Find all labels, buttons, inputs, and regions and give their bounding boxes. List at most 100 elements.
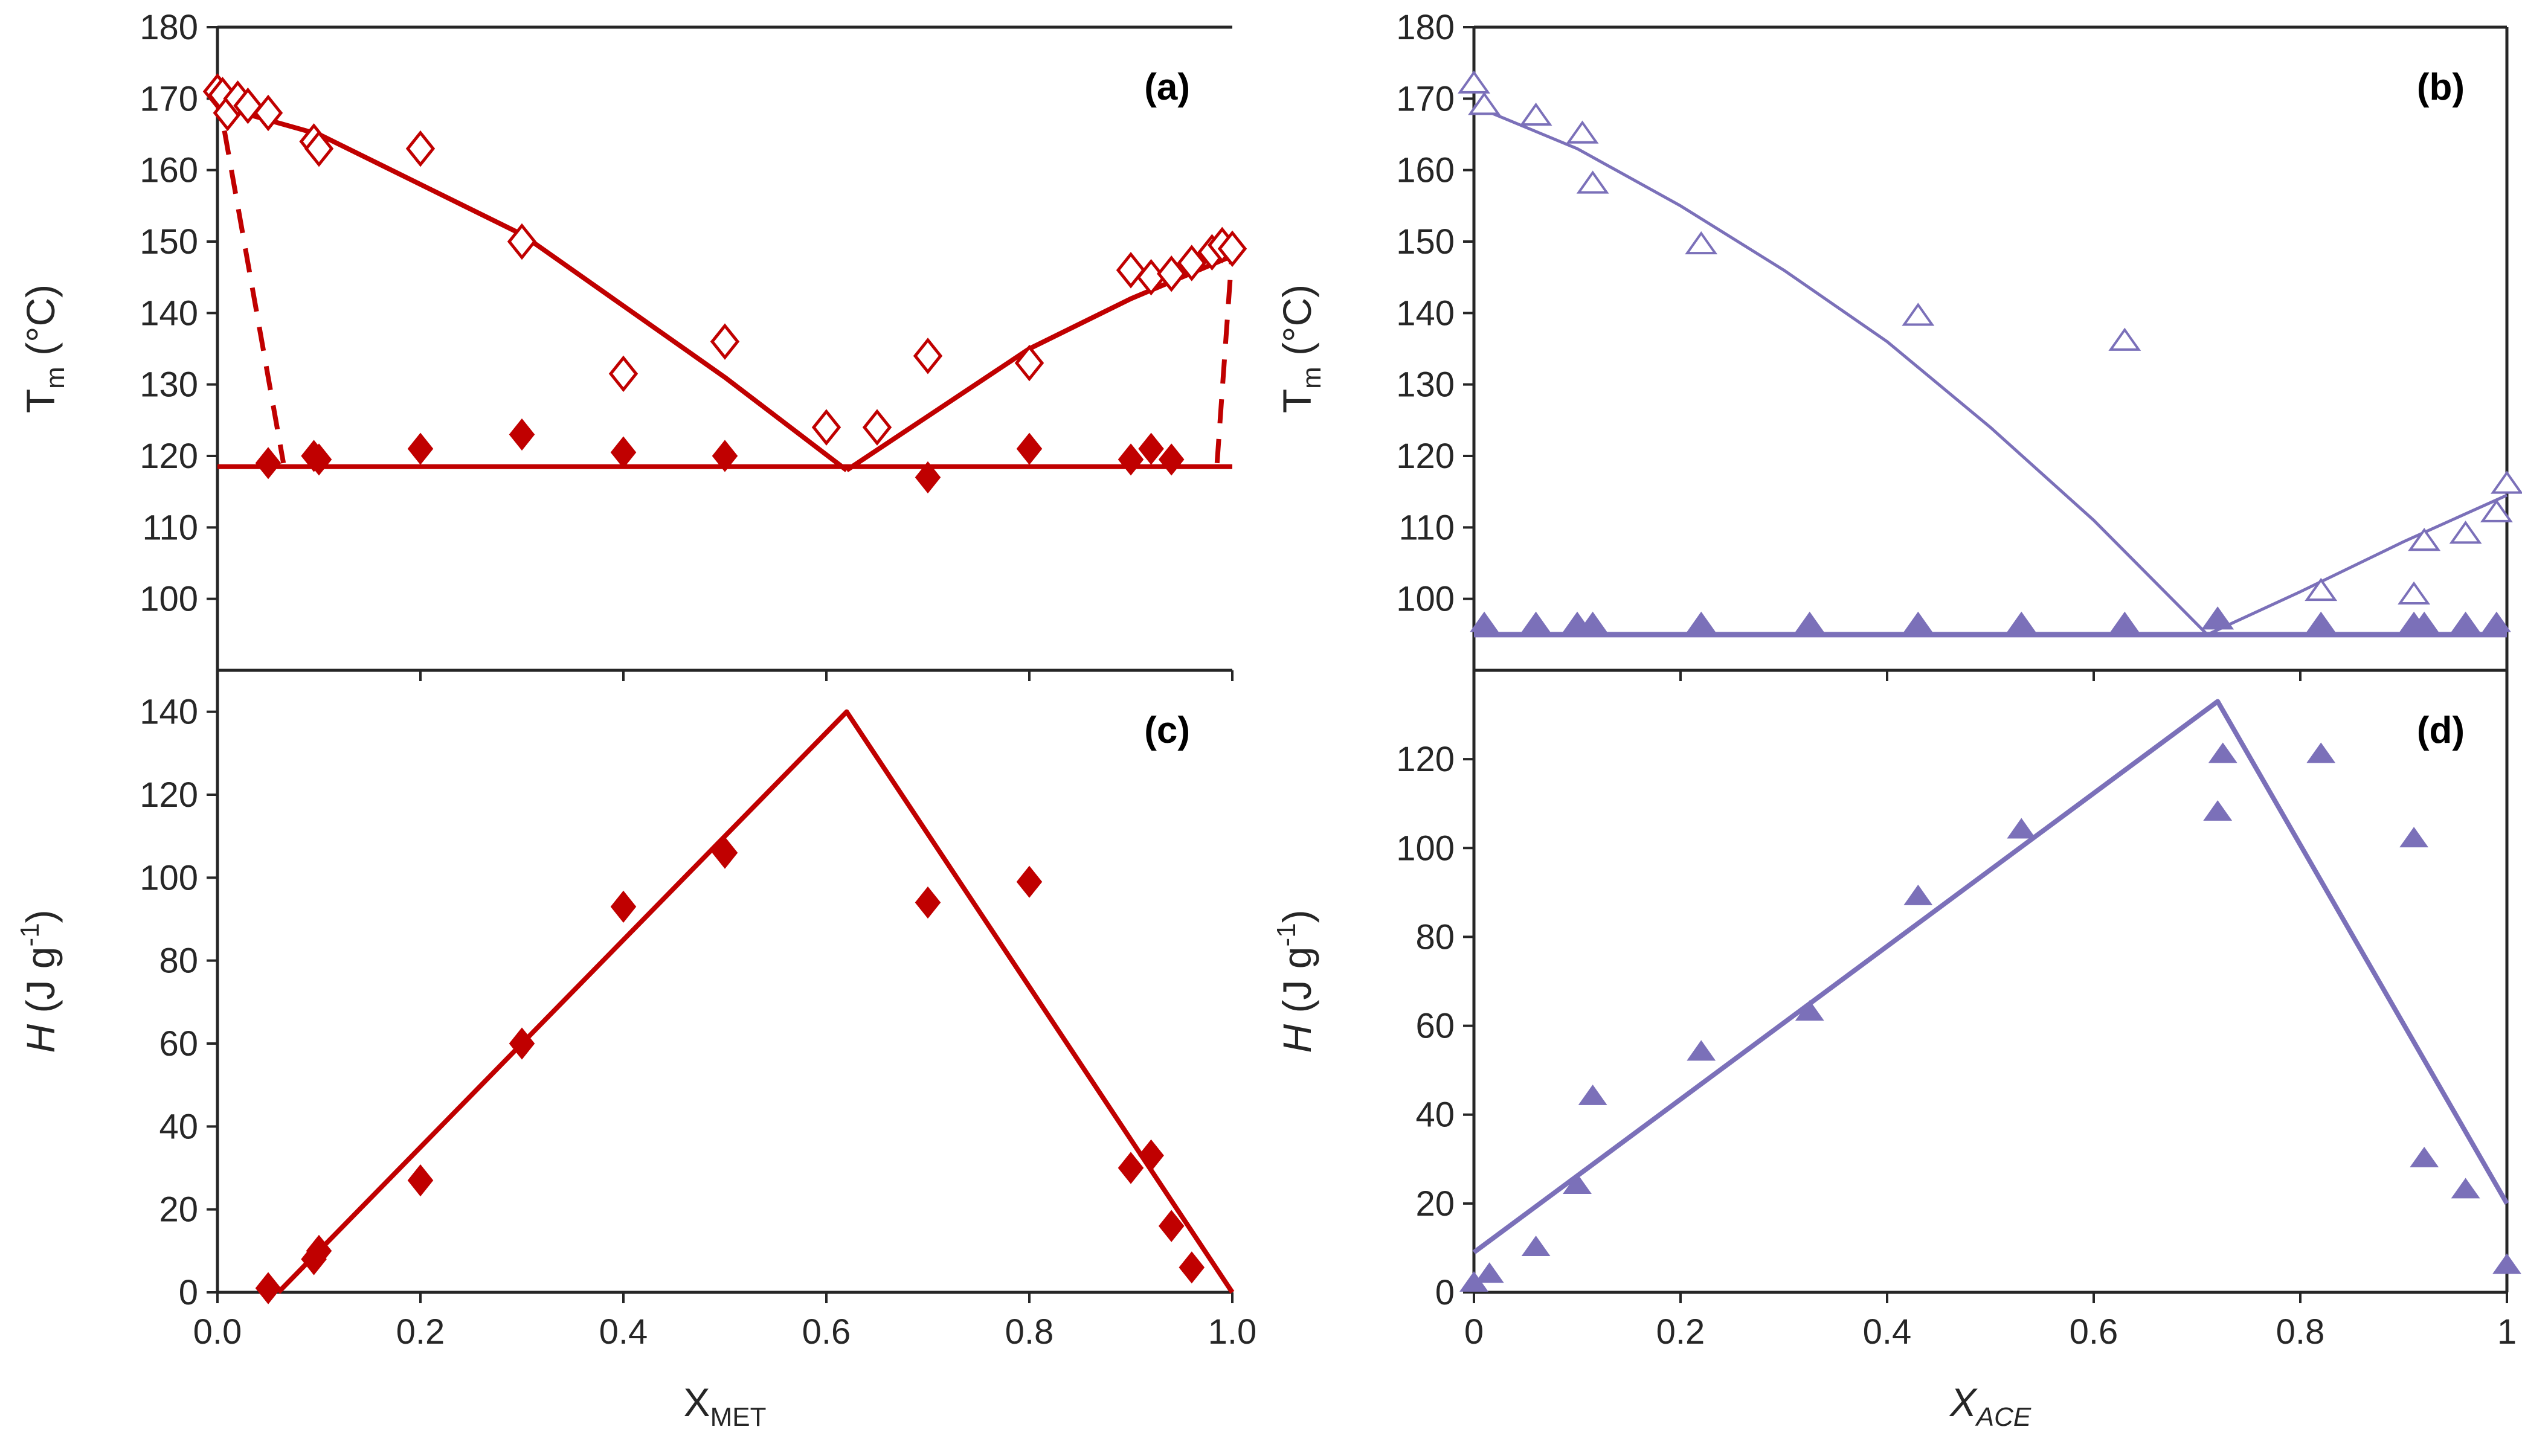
x-axis-title-main: X xyxy=(684,1380,710,1425)
data-point xyxy=(712,836,738,869)
y-tick-label: 160 xyxy=(140,151,198,190)
data-point xyxy=(1903,884,1933,905)
data-point xyxy=(1158,443,1185,476)
y-tick-label: 60 xyxy=(1415,1007,1455,1046)
y-tick-label: 120 xyxy=(140,437,198,476)
data-point xyxy=(253,94,283,132)
y-tick-label: 120 xyxy=(1396,740,1455,779)
y-axis-title-sub: m xyxy=(1297,367,1327,389)
data-point xyxy=(2007,818,2036,839)
data-point xyxy=(1179,1251,1205,1284)
x-tick-label: 1.0 xyxy=(1208,1312,1257,1352)
data-point xyxy=(1578,1084,1607,1105)
data-point xyxy=(811,409,841,446)
fit-line xyxy=(216,103,849,472)
data-point xyxy=(1685,231,1718,255)
x-tick-label: 0.6 xyxy=(802,1312,851,1352)
data-point xyxy=(304,130,334,167)
data-point xyxy=(1458,70,1490,94)
y-axis-title-rest: (°C) xyxy=(18,284,63,367)
y-axis-title: Tm (°C) xyxy=(1275,284,1327,413)
data-point xyxy=(509,1027,535,1060)
x-tick-label: 0.2 xyxy=(1656,1312,1705,1352)
x-tick-label: 0.4 xyxy=(1863,1312,1912,1352)
y-axis-title-main: H xyxy=(18,1024,63,1053)
x-tick-label: 0.8 xyxy=(1005,1312,1054,1352)
dashed-boundary-line xyxy=(1214,248,1235,464)
data-point xyxy=(255,1272,281,1304)
data-point xyxy=(1138,432,1164,465)
data-point xyxy=(2410,1146,2439,1167)
y-axis-title-sub: m xyxy=(40,367,70,389)
y-tick-label: 0 xyxy=(1435,1273,1455,1312)
data-point xyxy=(1014,344,1044,382)
data-point xyxy=(2451,1178,2480,1199)
data-point xyxy=(1475,1262,1504,1283)
y-tick-label: 120 xyxy=(1396,437,1455,476)
data-point xyxy=(2203,800,2233,821)
y-tick-label: 80 xyxy=(1415,917,1455,957)
data-point xyxy=(2306,611,2336,632)
y-axis-title-end: ) xyxy=(18,909,63,923)
y-tick-label: 40 xyxy=(159,1107,198,1146)
x-axis-title-main: X xyxy=(1949,1380,1978,1425)
data-point xyxy=(915,886,941,919)
data-point xyxy=(1217,230,1247,268)
x-axis-title: XACE xyxy=(1949,1380,2031,1432)
data-point xyxy=(2203,608,2233,629)
data-point xyxy=(915,461,941,494)
data-point xyxy=(610,436,637,469)
data-point xyxy=(2410,611,2439,632)
data-point xyxy=(1903,611,1933,632)
panel-c: 0 20 40 60 80 100 120 140 0.0 0.2 0.4 0.6 0.8 1.0 (c) H… xyxy=(15,670,1256,1432)
data-point xyxy=(2398,581,2431,605)
data-point xyxy=(1576,170,1609,194)
x-tick-label: 0 xyxy=(1464,1312,1484,1352)
y-axis-title-main: H xyxy=(1275,1024,1319,1053)
y-tick-label: 110 xyxy=(1399,508,1455,547)
y-tick-label: 100 xyxy=(140,580,198,619)
y-axis-title-sup: -1 xyxy=(15,923,45,946)
data-point xyxy=(407,1164,434,1197)
y-tick-label: 40 xyxy=(1415,1095,1455,1135)
data-point xyxy=(2451,611,2480,632)
y-tick-label: 160 xyxy=(1396,151,1455,190)
data-point xyxy=(610,890,637,923)
y-axis-title-sup: -1 xyxy=(1272,923,1301,946)
y-tick-label: 100 xyxy=(1396,580,1455,619)
data-point xyxy=(1687,611,1716,632)
data-point xyxy=(2305,577,2338,601)
y-tick-label: 140 xyxy=(1396,293,1455,333)
data-point xyxy=(1795,1000,1824,1021)
y-tick-label: 100 xyxy=(140,858,198,897)
data-point xyxy=(2108,327,2141,351)
x-axis-title-sub: MET xyxy=(710,1402,767,1432)
data-point xyxy=(2110,611,2140,632)
data-point xyxy=(1687,1040,1716,1061)
data-point xyxy=(306,1234,332,1267)
data-point xyxy=(1563,1173,1592,1195)
y-axis-title-end: ) xyxy=(1275,909,1319,923)
y-axis-title-rest: (J g xyxy=(18,947,63,1024)
y-tick-label: 0 xyxy=(179,1273,198,1312)
data-point xyxy=(862,409,892,446)
dashed-boundary-line xyxy=(215,91,286,464)
fit-line xyxy=(1473,104,2208,636)
y-tick-label: 140 xyxy=(140,693,198,732)
y-tick-label: 140 xyxy=(140,293,198,333)
panel-b: 100 110 120 130 140 150 160 170 180 (b) Tm (°C) xyxy=(1275,8,2522,681)
y-tick-label: 170 xyxy=(1396,79,1455,118)
x-tick-label: 0.0 xyxy=(193,1312,242,1352)
y-axis-title-rest: (°C) xyxy=(1275,284,1319,367)
y-tick-label: 100 xyxy=(1396,829,1455,868)
data-point xyxy=(1118,443,1144,476)
y-tick-label: 150 xyxy=(1396,222,1455,261)
data-point xyxy=(1521,1236,1551,1257)
y-axis-title-main: T xyxy=(1275,389,1319,413)
data-point xyxy=(1902,303,1935,326)
data-point xyxy=(507,223,537,260)
data-point xyxy=(2007,611,2036,632)
panel-label: (c) xyxy=(1144,710,1190,751)
data-point xyxy=(1016,432,1043,465)
